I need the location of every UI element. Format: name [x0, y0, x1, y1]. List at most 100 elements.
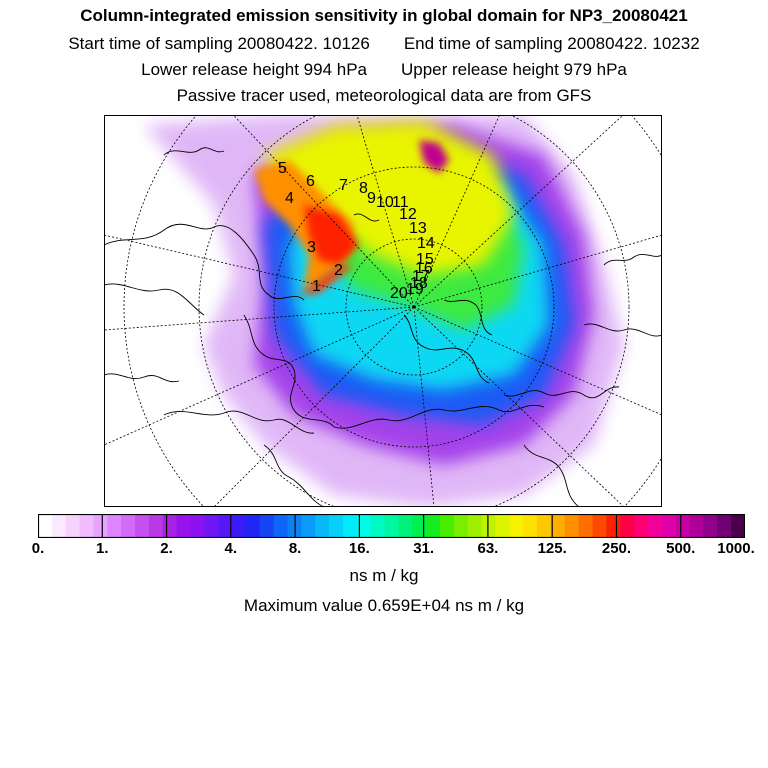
colorbar-cell [578, 514, 593, 538]
field-red-plume [299, 265, 354, 295]
field-magenta-streak [419, 140, 449, 173]
colorbar-major-ticks [101, 514, 682, 538]
colorbar-cell [232, 514, 247, 538]
colorbar-cell [93, 514, 108, 538]
colorbar-cell [121, 514, 136, 538]
track-label: 1 [312, 278, 321, 295]
colorbar-cell [537, 514, 552, 538]
track-label: 5 [278, 160, 287, 177]
colorbar-cell [148, 514, 164, 538]
polar-map: 1 2 3 4 5 6 7 8 9 10 11 12 13 14 15 16 1… [104, 115, 662, 507]
colorbar-cell [564, 514, 580, 538]
colorbar-cell [440, 514, 455, 538]
field-yellow [264, 120, 514, 275]
colorbar-tick-label: 2. [160, 540, 173, 557]
colorbar-cell [190, 514, 205, 538]
colorbar-cell [370, 514, 385, 538]
figure-title: Column-integrated emission sensitivity i… [80, 6, 688, 25]
field-red [304, 205, 359, 265]
colorbar-cell [162, 514, 178, 538]
colorbar-cell [176, 514, 191, 538]
track-label: 11 [392, 194, 409, 211]
colorbar-cell [509, 514, 524, 538]
colorbar-cell [384, 514, 399, 538]
colorbar-tick-label: 16. [348, 540, 370, 557]
sampling-times: Start time of sampling 20080422. 10126 En… [0, 34, 768, 54]
coastlines [104, 147, 662, 507]
track-label: 12 [399, 206, 417, 223]
track-label: 6 [306, 173, 315, 190]
colorbar-tick-label: 250. [601, 540, 632, 557]
colorbar-cell [606, 514, 621, 538]
colorbar-cell [218, 514, 233, 538]
track-labels: 1 2 3 4 5 6 7 8 9 10 11 12 13 14 15 16 1… [278, 160, 435, 302]
colorbar-cell [259, 514, 275, 538]
sampling-end: End time of sampling 20080422. 10232 [403, 34, 700, 53]
colorbar-cell [717, 514, 732, 538]
track-label: 19 [406, 281, 424, 298]
colorbar-unit: ns m / kg [349, 566, 419, 585]
colorbar-cell [647, 514, 663, 538]
colorbar-tick-label: 1000. [717, 540, 755, 557]
colorbar-cell [550, 514, 566, 538]
colorbar-cell [273, 514, 288, 538]
colorbar-cell [634, 514, 649, 538]
colorbar-cell [620, 514, 635, 538]
colorbar-cell [315, 514, 330, 538]
colorbar-cell [301, 514, 316, 538]
colorbar-cell [65, 514, 80, 538]
release-heights: Lower release height 994 hPa Upper releas… [0, 60, 768, 80]
colorbar-cell [329, 514, 344, 538]
track-label: 17 [412, 268, 430, 285]
colorbar-cell [495, 514, 510, 538]
colorbar-cell [675, 514, 690, 538]
colorbar-cell [204, 514, 219, 538]
graticule [104, 115, 662, 507]
colorbar-cell [342, 514, 358, 538]
colorbar-cell [731, 514, 745, 538]
colorbar-cell [38, 514, 53, 538]
track-label: 15 [416, 251, 434, 268]
colorbar-tick-label: 1. [96, 540, 109, 557]
track-label: 18 [410, 275, 428, 292]
track-label: 9 [367, 190, 376, 207]
colorbar-cell [245, 514, 261, 538]
colorbar-cell [398, 514, 413, 538]
colorbar-cell [79, 514, 94, 538]
colorbar [38, 514, 745, 538]
colorbar-tick-label: 4. [224, 540, 238, 557]
colorbar-cell [661, 514, 677, 538]
colorbar-cell [356, 514, 372, 538]
colorbar-cells [38, 514, 745, 538]
colorbar-cell [135, 514, 150, 538]
colorbar-tick-label: 8. [288, 540, 302, 557]
release-lower: Lower release height 994 hPa [141, 60, 367, 79]
colorbar-cell [426, 514, 441, 538]
tracer-note: Passive tracer used, meteorological data… [176, 86, 592, 105]
colorbar-cell [107, 514, 122, 538]
colorbar-cell [481, 514, 496, 538]
track-label: 20 [390, 285, 408, 302]
track-label: 3 [307, 239, 316, 256]
colorbar-cell [412, 514, 427, 538]
track-label: 2 [334, 262, 343, 279]
track-label: 13 [409, 220, 427, 237]
colorbar-cell [592, 514, 607, 538]
colorbar-cell [467, 514, 483, 538]
track-label: 4 [285, 190, 294, 207]
colorbar-tick-label: 31. [413, 540, 435, 557]
colorbar-tick-label: 500. [666, 540, 696, 557]
colorbar-cell [689, 514, 704, 538]
colorbar-tick-label: 63. [477, 540, 499, 557]
colorbar-cell [523, 514, 538, 538]
track-label: 7 [339, 177, 348, 194]
track-label: 8 [359, 180, 368, 197]
track-label: 10 [376, 194, 394, 211]
sensitivity-field [144, 115, 624, 507]
colorbar-tick-label: 0. [31, 540, 45, 557]
colorbar-tick-label: 125. [537, 540, 567, 557]
maximum-value: Maximum value 0.659E+04 ns m / kg [243, 596, 525, 615]
colorbar-cell [703, 514, 718, 538]
track-label: 16 [415, 260, 433, 277]
colorbar-cell [453, 514, 469, 538]
